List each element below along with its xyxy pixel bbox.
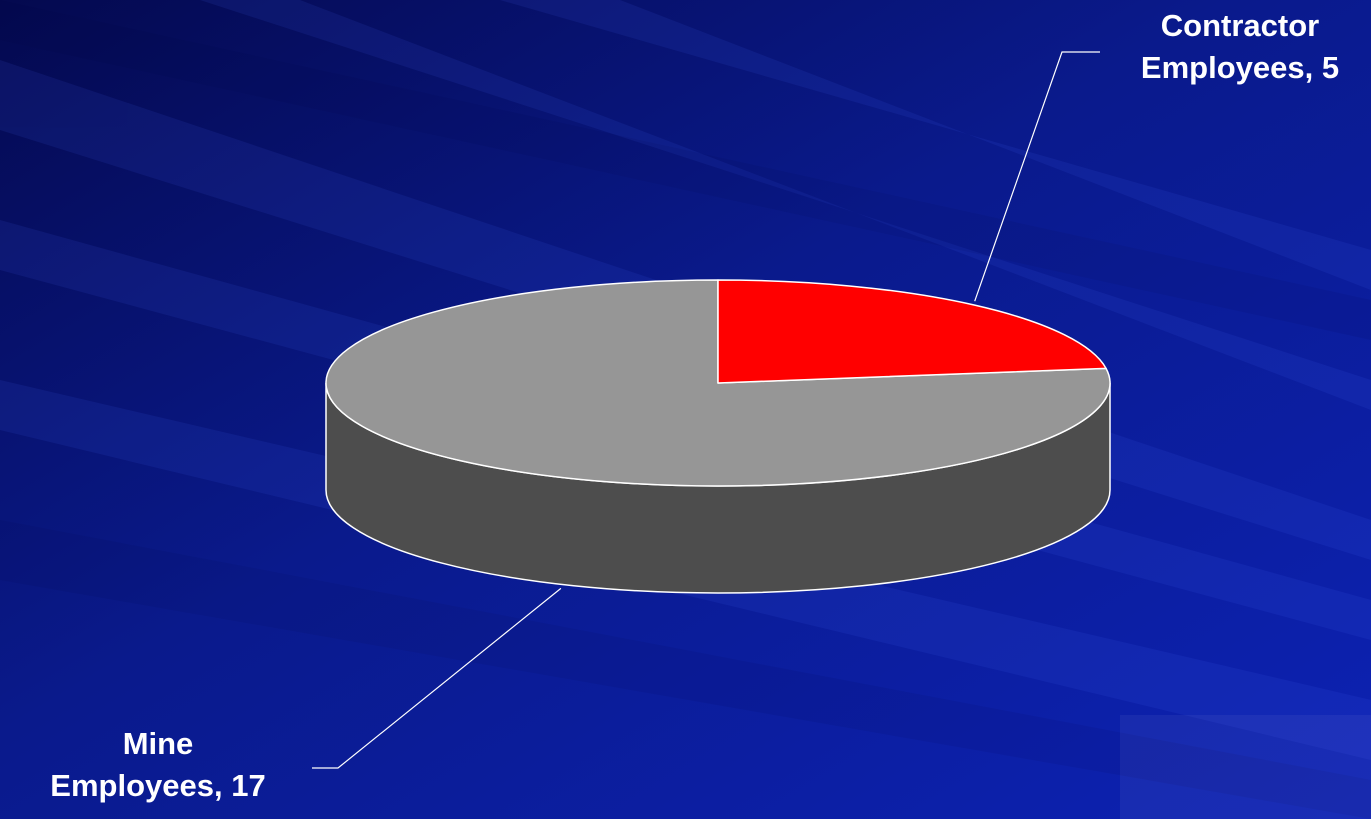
data-labels: Contractor Employees, 5 Mine Employees, 17 <box>50 8 1339 803</box>
contractor-employees-label: Contractor Employees, 5 <box>1141 8 1339 85</box>
mine-leader-line <box>312 587 562 769</box>
contractor-employees-slice <box>717 279 1107 384</box>
pie-tops <box>325 279 1111 487</box>
leader-lines <box>312 51 1100 769</box>
mine-employees-label: Mine Employees, 17 <box>50 726 265 803</box>
contractor-leader-line <box>974 51 1100 302</box>
